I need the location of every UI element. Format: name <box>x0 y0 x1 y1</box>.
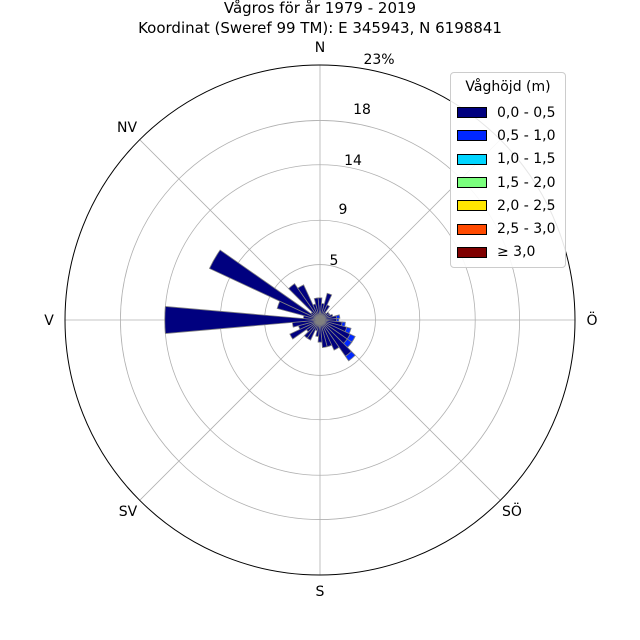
legend-label: 0,0 - 0,5 <box>497 104 556 121</box>
radial-tick-label: 9 <box>339 202 348 218</box>
radial-max-label: 23% <box>363 52 394 68</box>
polar-frame <box>64 64 576 576</box>
legend-entry: 0,0 - 0,5 <box>457 101 559 124</box>
legend-entry: 2,5 - 3,0 <box>457 217 559 240</box>
sector-bar <box>313 297 321 321</box>
sector-bar <box>297 284 321 321</box>
chart-subtitle: Koordinat (Sweref 99 TM): E 345943, N 61… <box>138 19 502 37</box>
legend-swatch <box>457 223 487 235</box>
legend-entry: ≥ 3,0 <box>457 241 559 264</box>
direction-label-sv: SV <box>119 504 138 520</box>
radial-grid-circle <box>120 120 520 520</box>
radial-tick-label: 14 <box>344 153 362 169</box>
radial-tick-label: 18 <box>353 102 371 118</box>
sector-bar <box>303 319 321 339</box>
angular-grid-line <box>139 319 321 501</box>
chart-title: Vågros för år 1979 - 2019 <box>224 0 416 17</box>
legend-swatch <box>457 153 487 165</box>
legend-swatch <box>457 130 487 142</box>
legend-label: 0,5 - 1,0 <box>497 127 556 144</box>
legend-entries: 0,0 - 0,5 0,5 - 1,0 1,0 - 1,5 1,5 - 2,0 2,0 … <box>457 101 559 264</box>
legend-label: 2,0 - 2,5 <box>497 197 556 214</box>
direction-label-o: Ö <box>586 311 597 329</box>
sector-bar <box>288 283 321 321</box>
sector-bar <box>289 319 321 340</box>
sector-bar <box>164 306 321 334</box>
sector-bar <box>317 319 323 343</box>
legend-entry: 0,5 - 1,0 <box>457 124 559 147</box>
sector-bar <box>319 319 328 349</box>
direction-label-nv: NV <box>117 120 137 136</box>
sector-bar <box>319 319 340 351</box>
legend-swatch <box>457 200 487 212</box>
legend-swatch <box>457 246 487 258</box>
legend: Våghöjd (m) 0,0 - 0,5 0,5 - 1,0 1,0 - 1,5 1… <box>450 72 566 268</box>
sector-bar <box>335 314 341 319</box>
direction-label-v: V <box>44 313 54 329</box>
axis-labels: N NV V SV S SÖ Ö 5 9 14 18 23% <box>44 40 597 600</box>
legend-swatch <box>457 107 487 119</box>
sector-bar <box>344 350 356 362</box>
sector-bars <box>164 249 356 362</box>
legend-entry: 1,0 - 1,5 <box>457 148 559 171</box>
legend-label: 1,5 - 2,0 <box>497 174 556 191</box>
legend-entry: 1,5 - 2,0 <box>457 171 559 194</box>
legend-label: ≥ 3,0 <box>497 244 536 261</box>
direction-label-n: N <box>315 40 325 56</box>
direction-label-so: SÖ <box>502 502 522 520</box>
legend-label: 2,5 - 3,0 <box>497 221 556 238</box>
legend-entry: 2,0 - 2,5 <box>457 194 559 217</box>
sector-bar <box>208 249 321 321</box>
legend-title: Våghöjd (m) <box>465 79 551 95</box>
legend-swatch <box>457 177 487 189</box>
direction-label-s: S <box>316 584 325 600</box>
radial-tick-label: 5 <box>330 253 339 269</box>
legend-label: 1,0 - 1,5 <box>497 151 556 168</box>
